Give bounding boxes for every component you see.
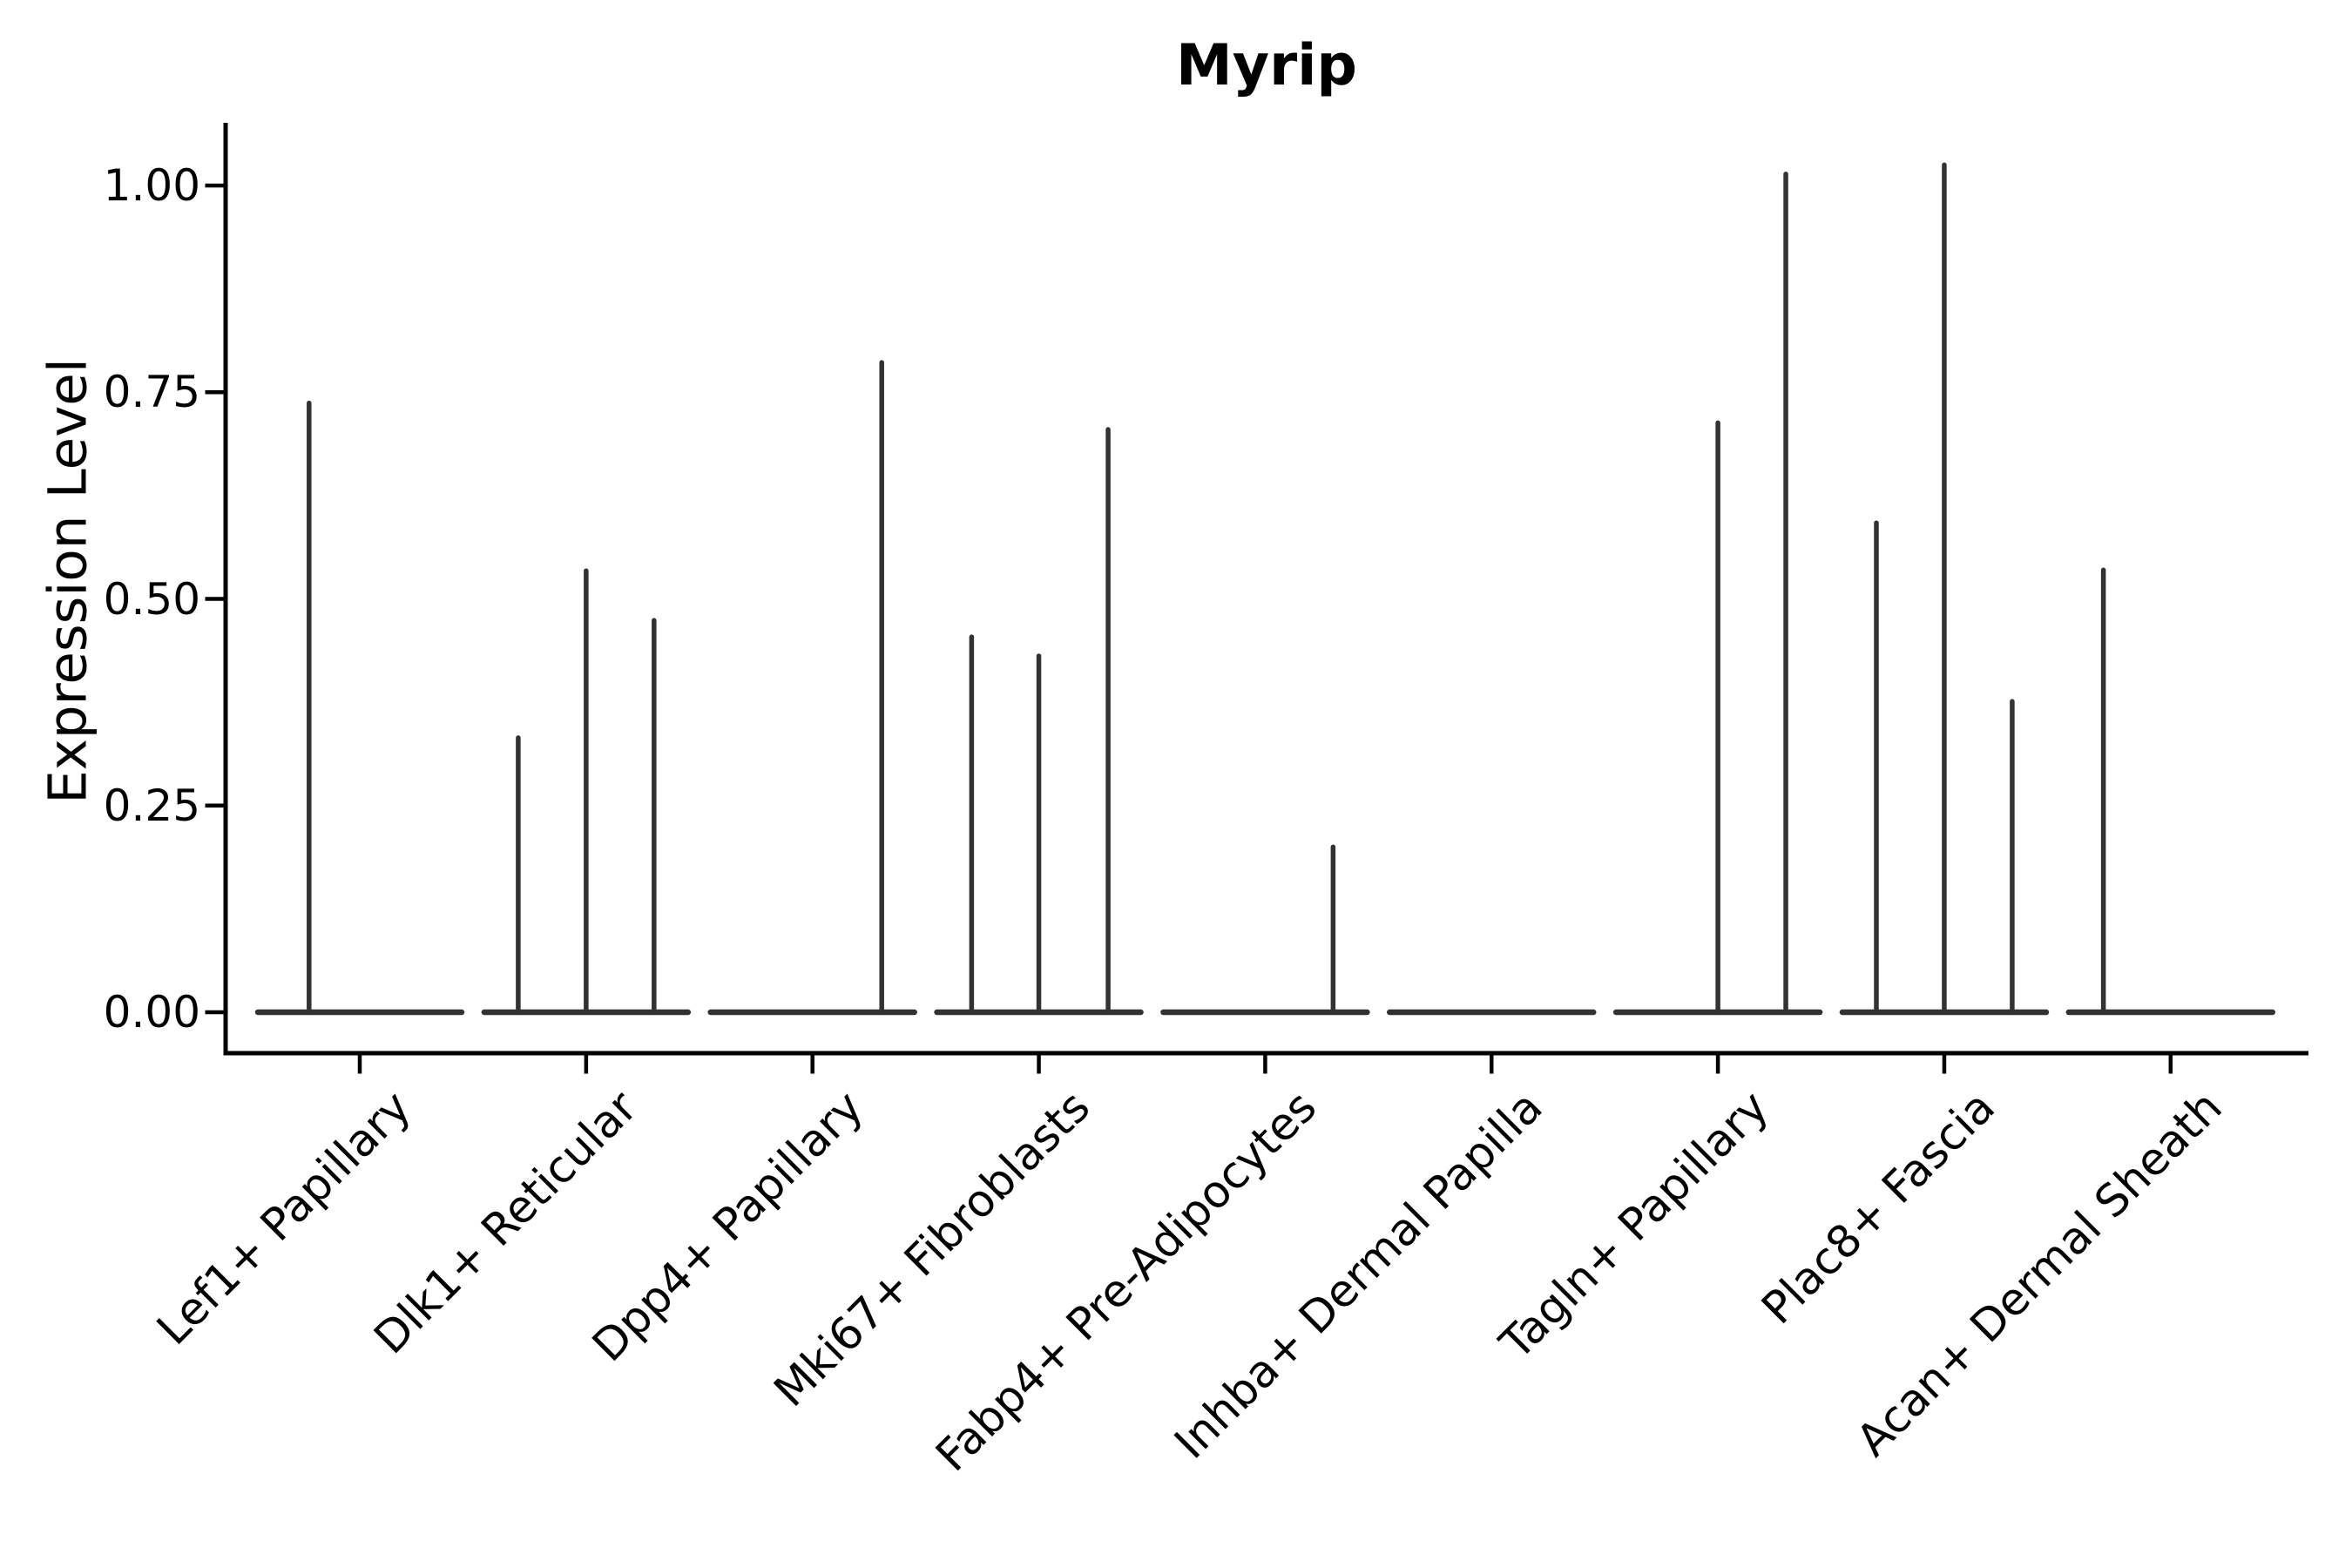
y-tick-label-0.00: 0.00 [103, 987, 200, 1037]
y-tick-label-0.75: 0.75 [103, 367, 200, 418]
y-tick-label-1.00: 1.00 [103, 160, 200, 211]
chart-title: Myrip [1176, 33, 1357, 98]
y-axis-title: Expression Level [37, 358, 99, 804]
y-tick-label-0.25: 0.25 [103, 780, 200, 831]
y-tick-label-0.50: 0.50 [103, 573, 200, 625]
